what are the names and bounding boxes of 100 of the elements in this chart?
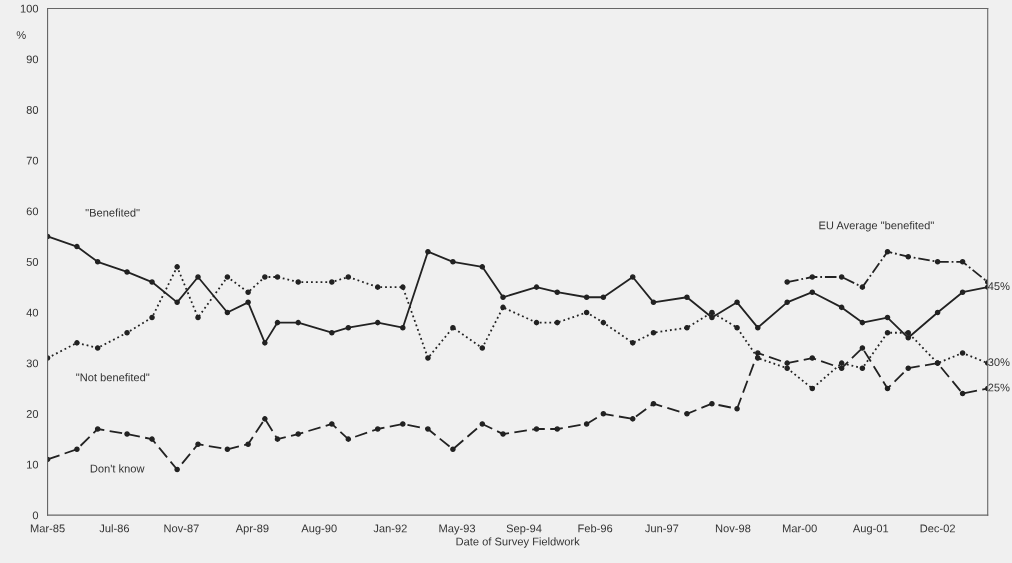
point — [245, 441, 251, 447]
x-tick-label: May-93 — [439, 524, 476, 535]
point — [274, 436, 281, 442]
point — [329, 421, 335, 427]
point — [734, 324, 740, 331]
point — [94, 345, 101, 351]
point — [838, 304, 845, 311]
point — [554, 426, 561, 432]
point — [554, 289, 561, 295]
x-tick-label: Aug-01 — [852, 524, 889, 535]
text: "Not benefited" — [76, 373, 150, 382]
point — [809, 355, 816, 361]
point — [650, 329, 657, 336]
y-tick-label: 0 — [32, 511, 39, 520]
point — [734, 405, 740, 412]
y-tick-label: 100 — [20, 4, 39, 13]
point — [859, 345, 866, 351]
y-tick-label: 70 — [26, 156, 39, 165]
y-tick-label: 20 — [26, 410, 39, 418]
point — [959, 350, 966, 356]
point — [583, 294, 590, 301]
point — [838, 274, 845, 280]
point — [884, 385, 891, 392]
point — [600, 319, 607, 326]
point — [262, 274, 268, 280]
point — [905, 365, 912, 371]
point — [959, 289, 966, 295]
point — [425, 355, 431, 361]
y-tick-label: 50 — [26, 258, 39, 266]
point — [533, 426, 540, 432]
point — [784, 279, 790, 285]
x-tick-label: Nov-98 — [715, 524, 751, 533]
point — [709, 314, 715, 321]
x-tick-label: Aug-90 — [301, 524, 337, 535]
point — [425, 426, 431, 432]
point — [224, 274, 231, 280]
point — [859, 319, 866, 326]
point — [174, 299, 180, 306]
point — [755, 350, 761, 356]
x-tick-label: Sep-94 — [506, 524, 542, 535]
point — [224, 309, 231, 316]
point — [959, 390, 966, 397]
point — [809, 385, 816, 392]
point — [734, 299, 740, 306]
point — [329, 329, 335, 336]
point — [195, 314, 201, 321]
point — [629, 274, 636, 280]
point — [245, 299, 251, 306]
x-tick-label: Jan-92 — [373, 524, 407, 533]
point — [650, 299, 657, 306]
point — [959, 259, 966, 265]
point — [934, 259, 941, 265]
point — [149, 314, 155, 321]
point — [74, 340, 80, 346]
point — [400, 324, 406, 331]
x-tick-label: Feb-96 — [578, 524, 613, 533]
point — [859, 284, 866, 290]
x-tick-label: Jun-97 — [645, 524, 679, 533]
point — [400, 284, 406, 290]
point — [345, 274, 352, 280]
annotation: 45% — [987, 282, 1010, 291]
point — [274, 319, 281, 326]
point — [450, 324, 456, 331]
point — [838, 365, 845, 371]
point — [124, 269, 130, 275]
point — [47, 355, 51, 361]
point — [149, 279, 155, 285]
point — [124, 431, 130, 437]
point — [450, 259, 456, 265]
text: "Benefited" — [85, 208, 140, 217]
point — [629, 340, 636, 346]
point — [709, 400, 715, 407]
point — [500, 294, 506, 301]
x-tick-label: Mar-00 — [782, 524, 817, 533]
point — [784, 365, 790, 371]
point — [884, 329, 891, 336]
point — [600, 294, 607, 301]
x-tick-label: Jul-86 — [99, 524, 130, 533]
point — [859, 365, 866, 371]
x-tick-label: Mar-85 — [30, 524, 65, 533]
point — [583, 421, 590, 427]
point — [224, 446, 231, 453]
point — [374, 319, 381, 326]
x-tick-label: Nov-87 — [164, 524, 199, 533]
point — [629, 416, 636, 422]
point — [262, 340, 268, 346]
point — [533, 319, 540, 326]
point — [583, 309, 590, 316]
point — [295, 431, 301, 437]
point — [174, 466, 180, 473]
point — [934, 309, 941, 316]
point — [684, 411, 690, 417]
annotation: 25% — [988, 383, 1010, 392]
point — [479, 264, 486, 270]
y-tick-label: 10 — [27, 460, 39, 469]
point — [345, 324, 352, 331]
point — [784, 299, 790, 306]
point — [450, 446, 456, 453]
point — [195, 441, 201, 447]
point — [809, 289, 816, 295]
